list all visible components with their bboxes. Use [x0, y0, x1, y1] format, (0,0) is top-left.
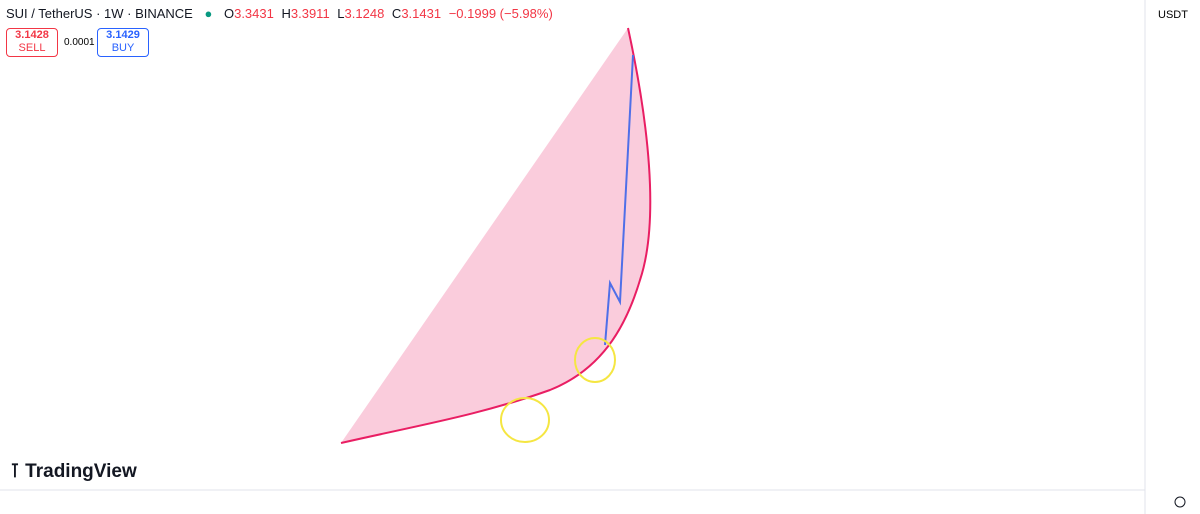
- value: 3.1431: [401, 6, 442, 21]
- label: L: [337, 6, 345, 21]
- value: 3.3431: [234, 6, 274, 21]
- value: 3.1248: [344, 6, 385, 21]
- highlight-circle: [500, 397, 550, 443]
- sell-button[interactable]: 3.1428 SELL: [6, 28, 58, 57]
- spread: 0.0001: [64, 37, 95, 48]
- label: BUY: [111, 42, 135, 54]
- highlight-circle: [574, 337, 616, 383]
- price: 3.1429: [106, 29, 140, 41]
- drawing-arc: [340, 27, 652, 444]
- label: C: [391, 6, 402, 21]
- settings-icon[interactable]: [1174, 496, 1186, 508]
- drawing-fill: [341, 28, 651, 443]
- legend: SUI / TetherUS · 1W · BINANCE ● O3.3431 …: [6, 6, 553, 21]
- currency[interactable]: USDT: [1158, 9, 1188, 21]
- label: O: [223, 6, 235, 21]
- value: 3.3911: [290, 6, 330, 21]
- buy-button[interactable]: 3.1429 BUY: [97, 28, 149, 57]
- symbol[interactable]: SUI / TetherUS · 1W · BINANCE: [6, 6, 193, 21]
- label: SELL: [18, 42, 46, 54]
- label: H: [281, 6, 291, 21]
- projection-line: [604, 54, 634, 346]
- change: −0.1999 (−5.98%): [448, 6, 553, 21]
- price: 3.1428: [15, 29, 49, 41]
- logo: ⊺ TradingView: [10, 461, 137, 482]
- logo-text: TradingView: [25, 461, 137, 482]
